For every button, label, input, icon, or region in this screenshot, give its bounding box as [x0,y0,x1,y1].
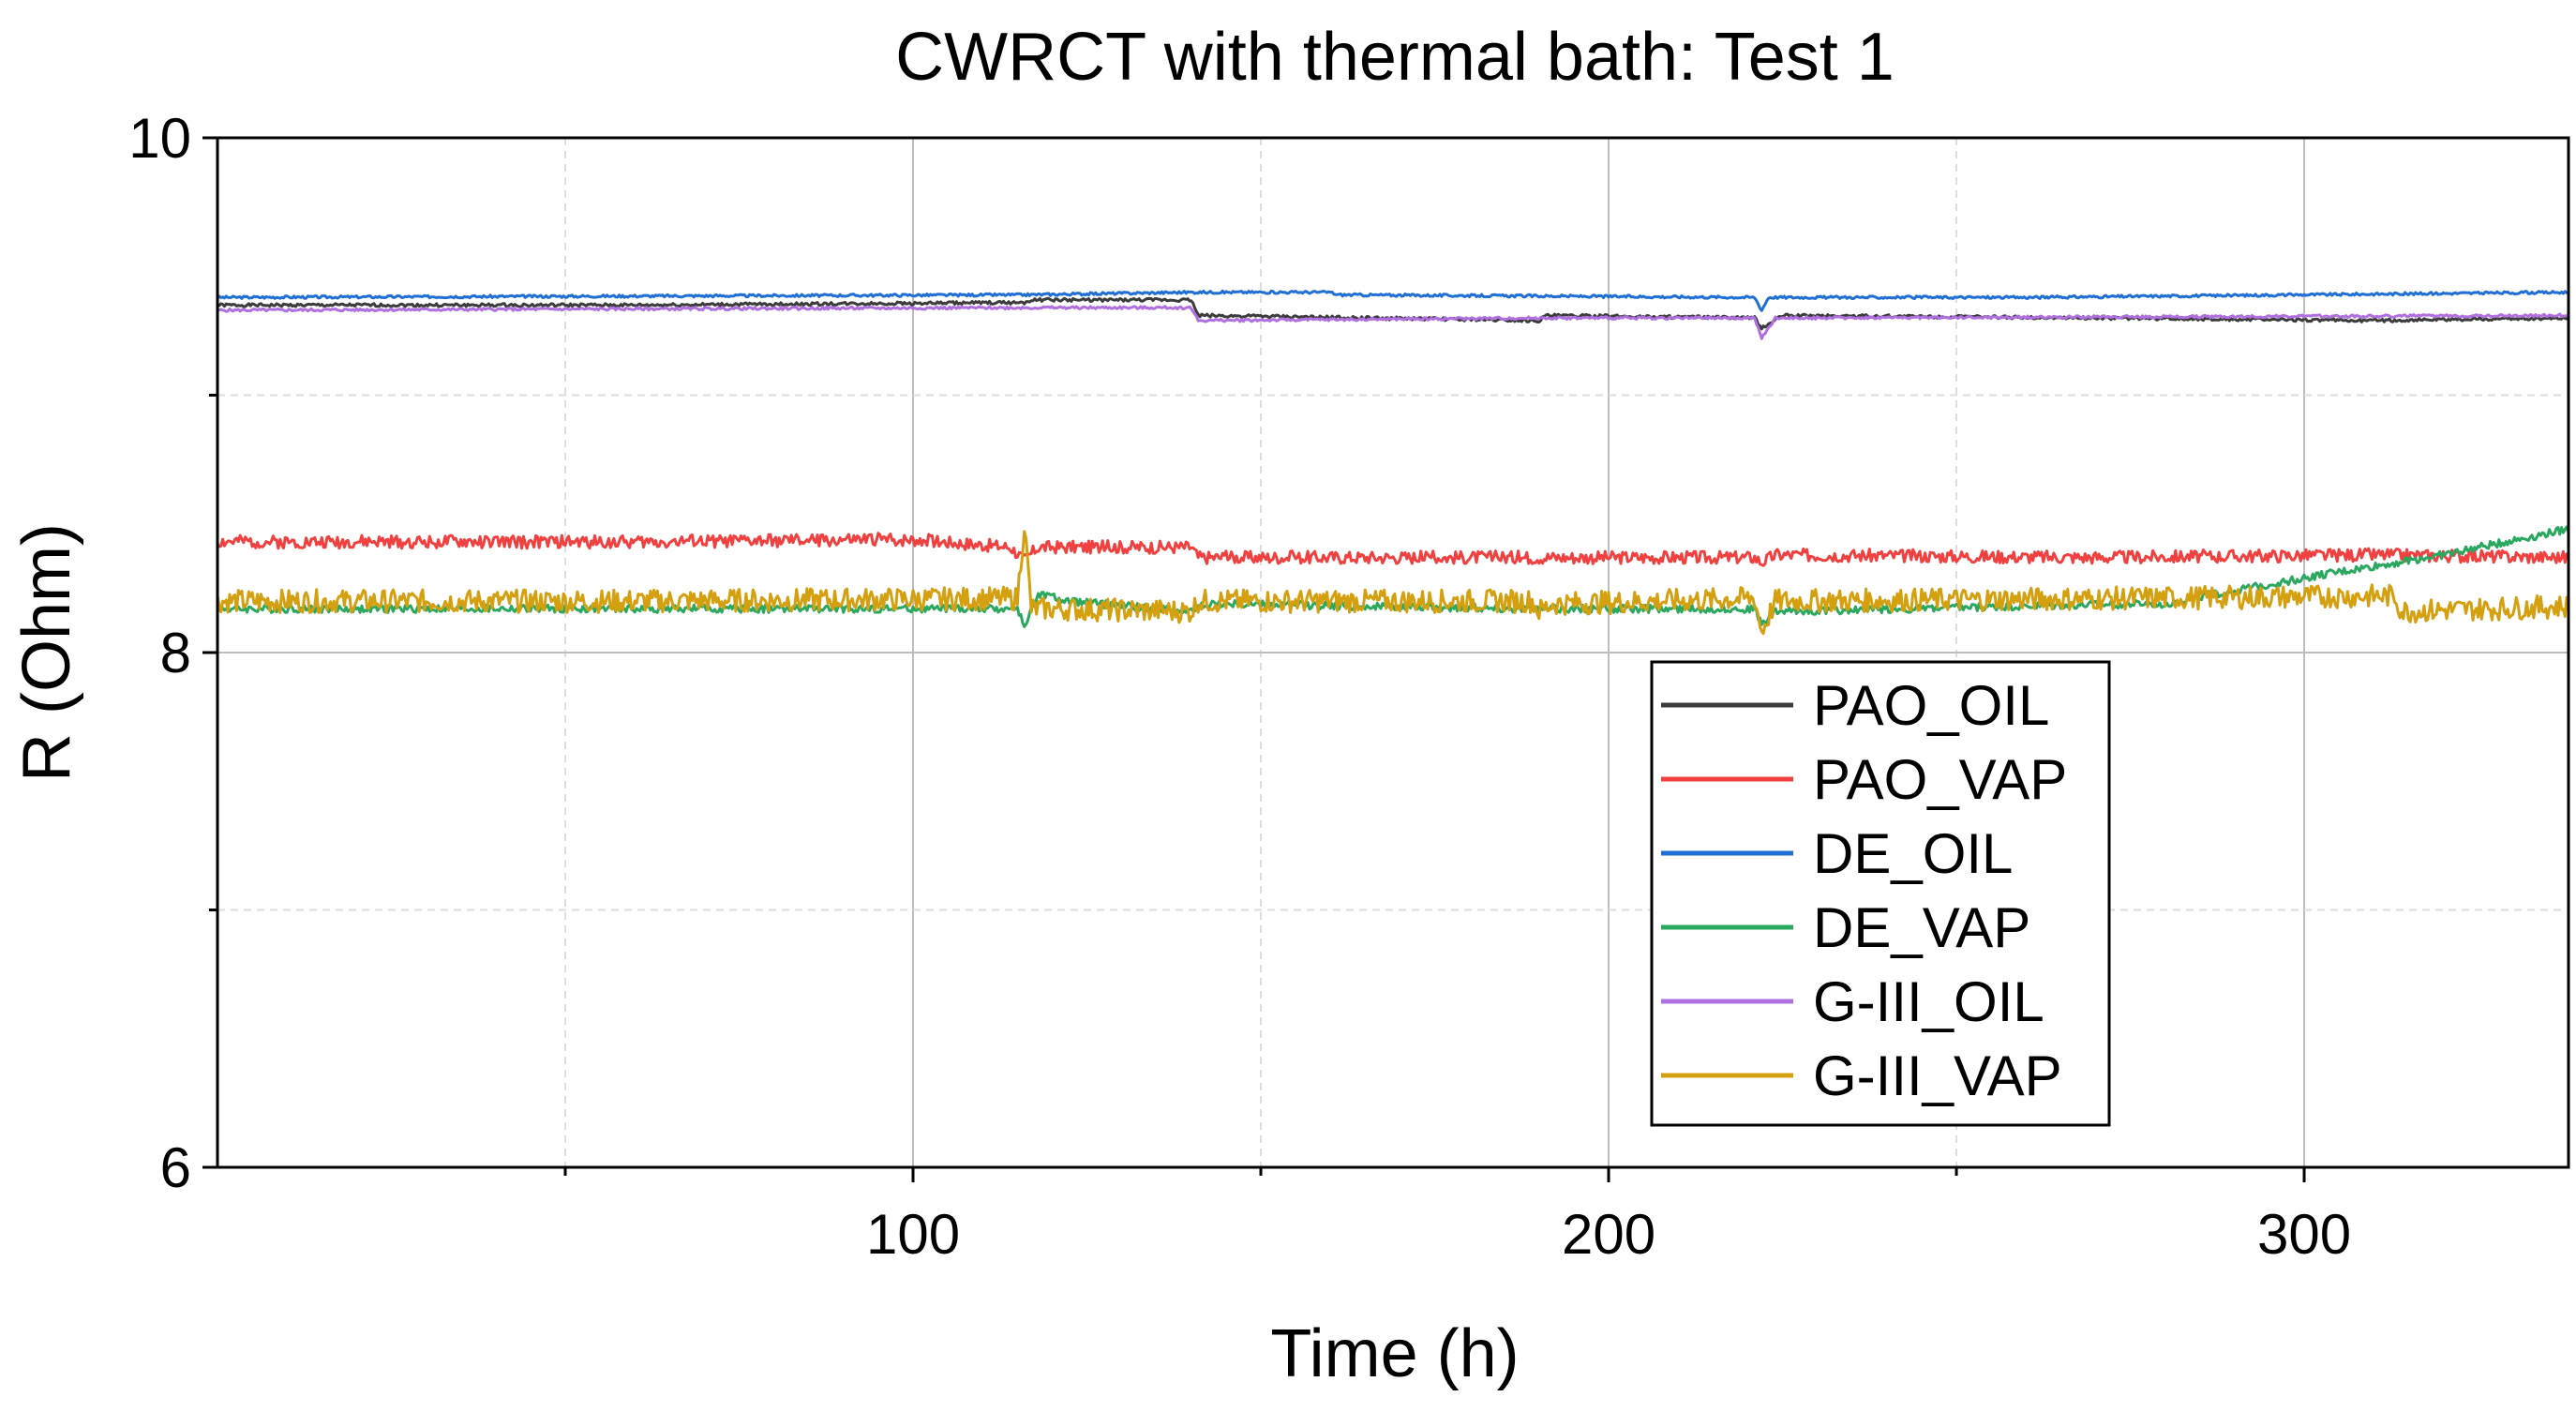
x-axis-label: Time (h) [1270,1316,1519,1391]
series-line-g-iii_oil [217,305,2569,340]
x-tick-label: 300 [2257,1203,2351,1266]
axis-ticks: 100 200 300 6 8 10 [128,107,2351,1266]
legend-label-pao_oil: PAO_OIL [1813,674,2049,737]
series-lines [216,289,2570,636]
y-tick-label: 8 [160,622,191,684]
y-tick-label: 6 [160,1136,191,1199]
chart-title: CWRCT with thermal bath: Test 1 [895,20,1895,95]
series-line-de_oil [216,289,2569,312]
legend-label-g-iii_oil: G-III_OIL [1813,970,2044,1033]
x-tick-label: 100 [866,1203,960,1266]
legend: PAO_OIL PAO_VAP DE_OIL DE_VAP G-III_OIL G-III… [1650,660,2111,1127]
legend-label-g-iii_vap: G-III_VAP [1813,1044,2062,1107]
legend-box [1650,660,2111,1127]
x-tick-label: 200 [1562,1203,1655,1266]
y-axis-label: R (Ohm) [9,523,84,782]
series-line-pao_vap [216,532,2570,567]
legend-label-pao_vap: PAO_VAP [1813,748,2067,811]
legend-items: PAO_OIL PAO_VAP DE_OIL DE_VAP G-III_OIL G-III… [1661,674,2067,1107]
legend-label-de_vap: DE_VAP [1813,896,2030,959]
y-tick-label: 10 [128,107,191,170]
series-line-g-iii_vap [216,530,2570,636]
legend-label-de_oil: DE_OIL [1813,822,2013,885]
